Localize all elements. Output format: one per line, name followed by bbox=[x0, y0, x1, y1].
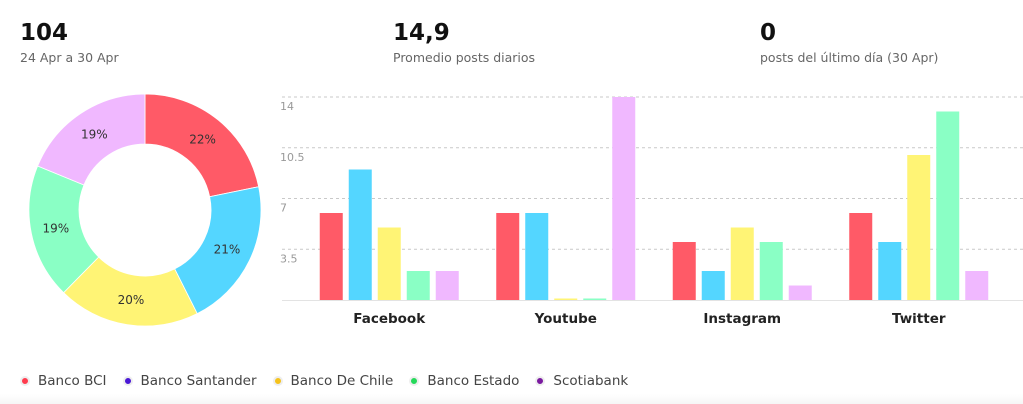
bar-youtube-scotiabank[interactable] bbox=[612, 97, 636, 300]
bar-instagram-banco-santander[interactable] bbox=[701, 271, 725, 300]
legend-item-banco-de-chile[interactable]: Banco De Chile bbox=[272, 373, 394, 389]
legend-dot-icon bbox=[272, 376, 283, 386]
bar-facebook-banco-santander[interactable] bbox=[348, 169, 372, 301]
bar-youtube-banco-de-chile[interactable] bbox=[554, 298, 578, 301]
y-tick-label: 3.5 bbox=[280, 252, 298, 265]
bar-instagram-scotiabank[interactable] bbox=[788, 285, 812, 301]
stat-last-day: 0 posts del último día (30 Apr) bbox=[760, 20, 938, 65]
x-category-label: Facebook bbox=[353, 311, 426, 327]
legend-dot-icon bbox=[122, 376, 133, 386]
bottom-divider bbox=[0, 394, 1023, 404]
bar-twitter-banco-santander[interactable] bbox=[878, 242, 902, 300]
x-category-label: Instagram bbox=[703, 311, 781, 327]
legend-label: Scotiabank bbox=[553, 373, 629, 389]
stat-label: 24 Apr a 30 Apr bbox=[20, 50, 119, 65]
bar-facebook-banco-estado[interactable] bbox=[406, 271, 430, 300]
donut-slice-label: 22% bbox=[189, 132, 216, 146]
bar-twitter-banco-de-chile[interactable] bbox=[907, 155, 931, 300]
legend-dot-icon bbox=[20, 376, 30, 386]
stat-value: 14,9 bbox=[393, 20, 450, 46]
y-tick-label: 7 bbox=[280, 202, 287, 215]
donut-slice-label: 19% bbox=[43, 221, 70, 235]
stat-value: 0 bbox=[760, 20, 777, 46]
y-tick-label: 14 bbox=[280, 100, 294, 113]
x-category-label: Youtube bbox=[534, 311, 597, 327]
legend-label: Banco Estado bbox=[427, 373, 520, 389]
legend-item-banco-bci[interactable]: Banco BCI bbox=[20, 373, 107, 389]
bar-twitter-scotiabank[interactable] bbox=[965, 271, 989, 300]
legend-item-scotiabank[interactable]: Scotiabank bbox=[535, 373, 628, 389]
bar-youtube-banco-santander[interactable] bbox=[525, 213, 549, 300]
bar-youtube-banco-estado[interactable] bbox=[583, 298, 607, 301]
bar-instagram-banco-de-chile[interactable] bbox=[730, 227, 754, 301]
legend-dot-icon bbox=[409, 376, 420, 386]
donut-slice-scotiabank[interactable] bbox=[37, 93, 146, 186]
legend: Banco BCI Banco Santander Banco De Chile Ba… bbox=[20, 373, 644, 389]
bar-chart: 14 10.5 7 3.5 Facebook Youtube Instagram Twitte… bbox=[280, 96, 1023, 327]
y-tick-label: 10.5 bbox=[280, 151, 305, 164]
stat-total-posts: 104 24 Apr a 30 Apr bbox=[20, 20, 119, 65]
donut-slice-label: 19% bbox=[81, 127, 108, 141]
bar-twitter-banco-estado[interactable] bbox=[936, 111, 960, 301]
donut-chart: 22% 21% 20% 19% 19% bbox=[28, 93, 262, 327]
bar-instagram-banco-estado[interactable] bbox=[759, 242, 783, 300]
donut-slice-label: 20% bbox=[118, 293, 145, 307]
x-category-label: Twitter bbox=[892, 311, 946, 327]
legend-label: Banco Santander bbox=[140, 373, 257, 389]
legend-label: Banco BCI bbox=[38, 373, 107, 389]
stat-value: 104 bbox=[20, 20, 69, 46]
legend-item-banco-santander[interactable]: Banco Santander bbox=[122, 373, 257, 389]
bar-instagram-banco-bci[interactable] bbox=[672, 242, 696, 300]
stat-label: posts del último día (30 Apr) bbox=[760, 50, 939, 65]
legend-item-banco-estado[interactable]: Banco Estado bbox=[409, 373, 519, 389]
legend-dot-icon bbox=[535, 376, 546, 386]
bar-facebook-banco-bci[interactable] bbox=[319, 213, 343, 300]
bar-youtube-banco-bci[interactable] bbox=[496, 213, 520, 300]
legend-label: Banco De Chile bbox=[290, 373, 394, 389]
bar-facebook-banco-de-chile[interactable] bbox=[377, 227, 401, 301]
bar-twitter-banco-bci[interactable] bbox=[849, 213, 873, 300]
donut-slice-label: 21% bbox=[214, 243, 241, 257]
stat-label: Promedio posts diarios bbox=[393, 50, 536, 65]
stat-daily-average: 14,9 Promedio posts diarios bbox=[393, 20, 535, 65]
bar-facebook-scotiabank[interactable] bbox=[435, 271, 459, 300]
